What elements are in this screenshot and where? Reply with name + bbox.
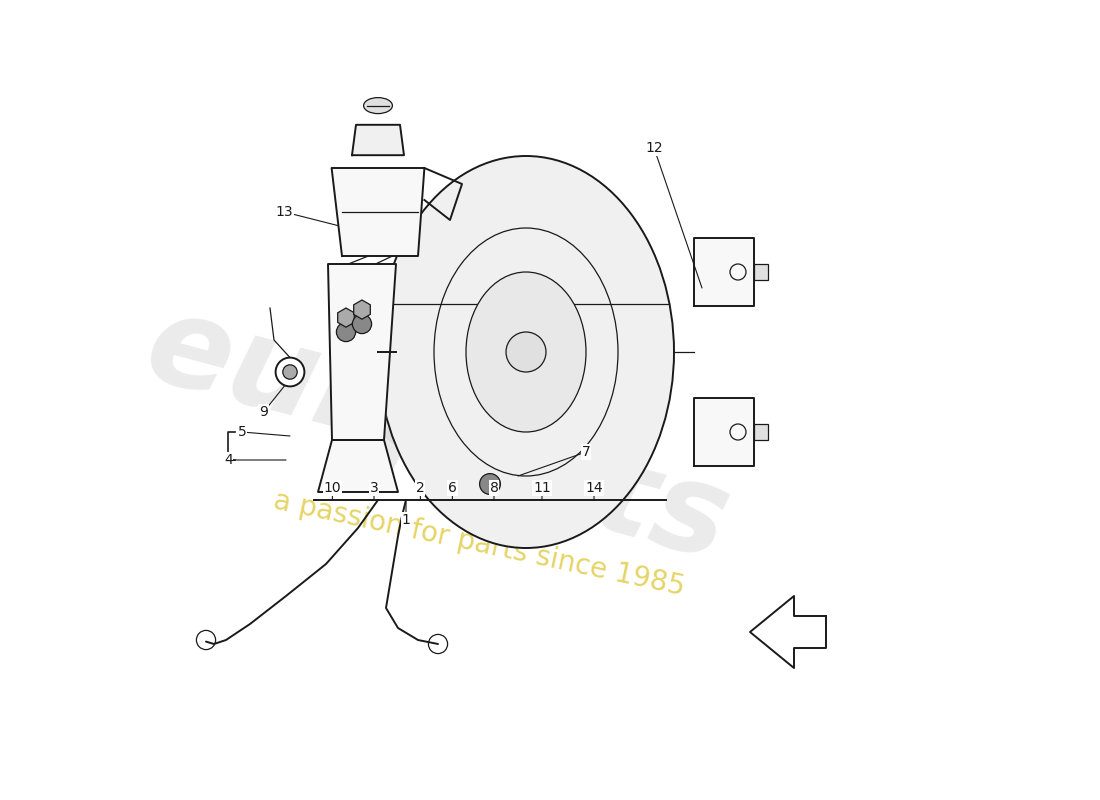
Text: euro: euro [133, 284, 474, 484]
Circle shape [480, 474, 501, 494]
Text: 9: 9 [260, 405, 268, 419]
Text: 2: 2 [416, 481, 425, 495]
Text: 3: 3 [370, 481, 378, 495]
Text: 8: 8 [490, 481, 498, 495]
Text: 13: 13 [276, 205, 294, 219]
Text: 4: 4 [224, 453, 233, 467]
Bar [754, 264, 769, 280]
Polygon shape [318, 440, 398, 492]
Circle shape [283, 365, 297, 379]
Ellipse shape [364, 98, 393, 114]
Polygon shape [694, 238, 754, 306]
Circle shape [352, 314, 372, 334]
Text: 12: 12 [646, 141, 663, 155]
Bar [754, 424, 769, 440]
Text: 10: 10 [323, 481, 341, 495]
Circle shape [276, 358, 305, 386]
Text: 6: 6 [448, 481, 456, 495]
Text: 1: 1 [402, 513, 410, 527]
Ellipse shape [466, 272, 586, 432]
Circle shape [337, 322, 355, 342]
Text: 5: 5 [238, 425, 246, 439]
Text: a passion for parts since 1985: a passion for parts since 1985 [272, 486, 688, 602]
Polygon shape [694, 398, 754, 466]
Text: 11: 11 [534, 481, 551, 495]
Text: 7: 7 [582, 445, 591, 459]
Polygon shape [331, 168, 425, 256]
Polygon shape [328, 264, 396, 440]
Text: Parts: Parts [359, 374, 741, 586]
Polygon shape [352, 125, 404, 155]
Text: 14: 14 [585, 481, 603, 495]
Ellipse shape [378, 156, 674, 548]
Circle shape [506, 332, 546, 372]
Polygon shape [750, 596, 826, 668]
